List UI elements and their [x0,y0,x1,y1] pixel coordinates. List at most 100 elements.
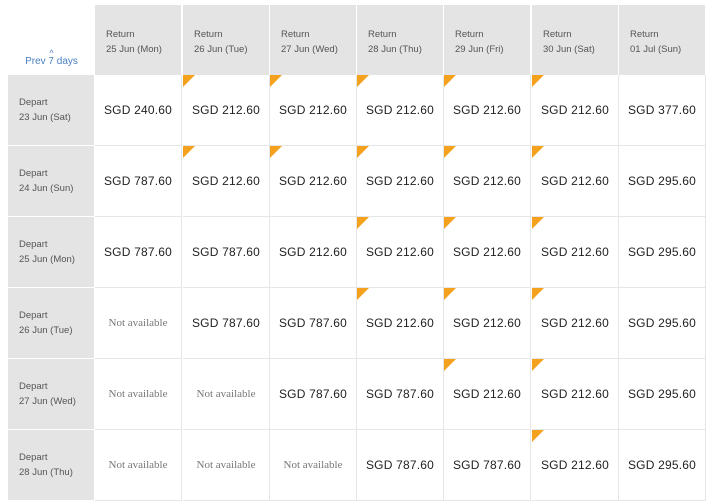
lowest-fare-marker-icon [444,288,456,300]
return-date-header: Return 25 Jun (Mon) [95,5,181,75]
fare-price: SGD 295.60 [627,458,697,472]
depart-date-header: Depart 24 Jun (Sun) [8,146,94,216]
fare-cell[interactable]: SGD 787.60 [95,217,182,288]
fare-cell[interactable]: SGD 295.60 [619,217,706,288]
fare-price: SGD 787.60 [103,245,173,259]
fare-cell[interactable]: SGD 212.60 [183,146,270,217]
fare-cell[interactable]: SGD 212.60 [532,430,619,501]
depart-date: 28 Jun (Thu) [19,467,73,478]
depart-label: Depart [19,168,48,179]
not-available-text: Not available [283,459,343,471]
return-date-header: Return 30 Jun (Sat) [532,5,618,75]
lowest-fare-marker-icon [532,288,544,300]
fare-price: SGD 212.60 [540,387,610,401]
fare-price: SGD 212.60 [365,174,435,188]
return-label: Return [194,29,223,40]
fare-price: SGD 212.60 [540,103,610,117]
fare-price: SGD 212.60 [540,245,610,259]
not-available-text: Not available [108,459,168,471]
fare-cell[interactable]: SGD 212.60 [444,359,531,430]
fare-cell[interactable]: SGD 295.60 [619,288,706,359]
fare-price: SGD 787.60 [452,458,522,472]
fare-price: SGD 212.60 [278,103,348,117]
fare-cell[interactable]: SGD 212.60 [532,146,619,217]
return-date-header: Return 28 Jun (Thu) [357,5,443,75]
fare-cell[interactable]: SGD 212.60 [270,75,357,146]
fare-cell[interactable]: SGD 212.60 [444,217,531,288]
fare-price: SGD 212.60 [365,103,435,117]
fare-cell[interactable]: SGD 295.60 [619,430,706,501]
depart-label: Depart [19,381,48,392]
fare-price: SGD 212.60 [452,387,522,401]
return-date: 01 Jul (Sun) [630,44,682,55]
lowest-fare-marker-icon [357,217,369,229]
fare-cell[interactable]: SGD 212.60 [357,217,444,288]
fare-cell[interactable]: SGD 212.60 [357,288,444,359]
fare-cell[interactable]: SGD 787.60 [444,430,531,501]
fare-cell[interactable]: SGD 377.60 [619,75,706,146]
fare-price: SGD 787.60 [191,245,261,259]
fare-cell[interactable]: SGD 787.60 [183,217,270,288]
fare-cell[interactable]: SGD 240.60 [95,75,182,146]
lowest-fare-marker-icon [444,217,456,229]
fare-price: SGD 787.60 [278,316,348,330]
fare-price: SGD 240.60 [103,103,173,117]
fare-cell[interactable]: SGD 212.60 [183,75,270,146]
depart-date: 25 Jun (Mon) [19,254,75,265]
fare-price: SGD 212.60 [540,174,610,188]
lowest-fare-marker-icon [183,146,195,158]
fare-cell[interactable]: SGD 212.60 [532,217,619,288]
return-date-header: Return 27 Jun (Wed) [270,5,356,75]
fare-cell: Not available [183,359,270,430]
lowest-fare-marker-icon [532,75,544,87]
fare-cell[interactable]: SGD 787.60 [357,359,444,430]
fare-cell[interactable]: SGD 212.60 [444,75,531,146]
not-available-text: Not available [108,388,168,400]
fare-price: SGD 212.60 [452,174,522,188]
not-available-text: Not available [196,388,256,400]
fare-cell[interactable]: SGD 212.60 [532,75,619,146]
return-label: Return [630,29,659,40]
lowest-fare-marker-icon [444,75,456,87]
return-date-header: Return 26 Jun (Tue) [183,5,269,75]
fare-price: SGD 212.60 [365,245,435,259]
fare-price: SGD 212.60 [191,103,261,117]
fare-cell[interactable]: SGD 787.60 [357,430,444,501]
prev-7-days-link[interactable]: ^ Prev 7 days [8,49,95,68]
return-date: 26 Jun (Tue) [194,44,248,55]
depart-label: Depart [19,97,48,108]
return-label: Return [543,29,572,40]
fare-cell: Not available [95,430,182,501]
fare-cell[interactable]: SGD 212.60 [270,146,357,217]
fare-cell[interactable]: SGD 212.60 [444,146,531,217]
fare-price: SGD 212.60 [452,316,522,330]
fare-cell[interactable]: SGD 212.60 [357,146,444,217]
fare-price: SGD 212.60 [191,174,261,188]
fare-cell[interactable]: SGD 212.60 [270,217,357,288]
depart-label: Depart [19,452,48,463]
fare-price: SGD 295.60 [627,316,697,330]
lowest-fare-marker-icon [183,75,195,87]
fare-cell[interactable]: SGD 212.60 [532,359,619,430]
fare-cell[interactable]: SGD 212.60 [444,288,531,359]
fare-price: SGD 295.60 [627,174,697,188]
fare-cell[interactable]: SGD 212.60 [357,75,444,146]
return-date: 28 Jun (Thu) [368,44,422,55]
fare-cell: Not available [270,430,357,501]
fare-price: SGD 787.60 [278,387,348,401]
lowest-fare-marker-icon [270,75,282,87]
lowest-fare-marker-icon [532,217,544,229]
fare-cell[interactable]: SGD 787.60 [270,359,357,430]
depart-date: 23 Jun (Sat) [19,112,71,123]
fare-cell[interactable]: SGD 295.60 [619,359,706,430]
lowest-fare-marker-icon [532,430,544,442]
depart-label: Depart [19,310,48,321]
fare-cell[interactable]: SGD 787.60 [270,288,357,359]
return-date-header: Return 29 Jun (Fri) [444,5,530,75]
fare-cell[interactable]: SGD 787.60 [95,146,182,217]
fare-cell[interactable]: SGD 212.60 [532,288,619,359]
fare-cell[interactable]: SGD 295.60 [619,146,706,217]
fare-cell[interactable]: SGD 787.60 [183,288,270,359]
lowest-fare-marker-icon [444,359,456,371]
fare-cell: Not available [183,430,270,501]
